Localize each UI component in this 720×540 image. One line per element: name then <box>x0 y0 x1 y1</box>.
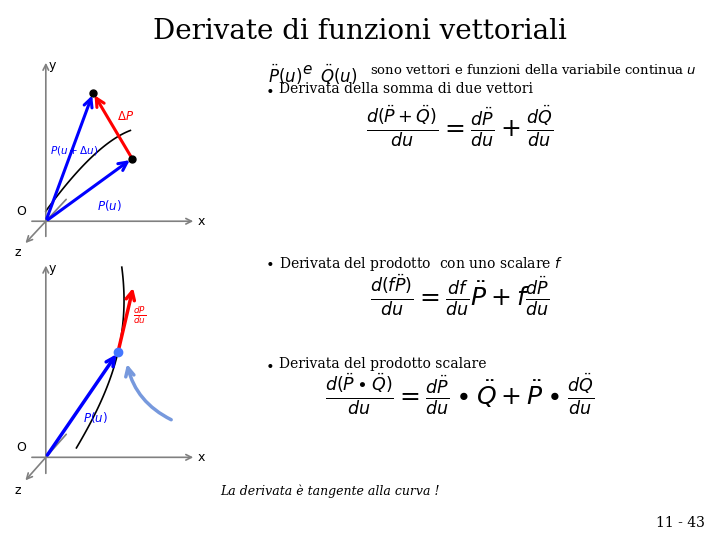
Text: $\bullet$: $\bullet$ <box>265 255 274 269</box>
Text: $P(u)$: $P(u)$ <box>97 198 122 213</box>
Text: x: x <box>197 451 204 464</box>
Text: $\bullet$: $\bullet$ <box>265 357 274 371</box>
Text: $\bullet$: $\bullet$ <box>265 82 274 96</box>
Text: La derivata è tangente alla curva !: La derivata è tangente alla curva ! <box>220 484 440 498</box>
Text: Derivata del prodotto  con uno scalare $f$: Derivata del prodotto con uno scalare $f… <box>279 255 563 273</box>
Text: y: y <box>49 59 56 72</box>
Text: $\ddot{Q}(u)$: $\ddot{Q}(u)$ <box>320 63 357 87</box>
Text: $P(u+\Delta u)$: $P(u+\Delta u)$ <box>50 145 99 158</box>
Text: $P(u)$: $P(u)$ <box>83 410 107 425</box>
Text: $\frac{dP}{du}$: $\frac{dP}{du}$ <box>132 305 145 326</box>
Text: Derivata del prodotto scalare: Derivata del prodotto scalare <box>279 357 487 371</box>
Text: O: O <box>17 441 27 454</box>
Text: z: z <box>14 246 21 259</box>
Text: $e$: $e$ <box>302 63 312 77</box>
Text: Derivata della somma di due vettori: Derivata della somma di due vettori <box>279 82 533 96</box>
Text: $\ddot{P}(u)$: $\ddot{P}(u)$ <box>268 63 302 87</box>
Text: $\Delta P$: $\Delta P$ <box>117 110 134 123</box>
Text: $\frac{d(\ddot{P}+\ddot{Q})}{du}=\frac{d\ddot{P}}{du}+\frac{d\ddot{Q}}{du}$: $\frac{d(\ddot{P}+\ddot{Q})}{du}=\frac{d… <box>366 104 554 150</box>
Text: O: O <box>17 205 27 218</box>
Text: sono vettori e funzioni della variabile continua $u$: sono vettori e funzioni della variabile … <box>370 63 697 77</box>
Text: Derivate di funzioni vettoriali: Derivate di funzioni vettoriali <box>153 18 567 45</box>
Text: y: y <box>49 261 56 274</box>
Text: $\frac{d(\ddot{P}\bullet\ddot{Q})}{du}=\frac{d\ddot{P}}{du}\bullet\ddot{Q}+\ddot: $\frac{d(\ddot{P}\bullet\ddot{Q})}{du}=\… <box>325 372 595 418</box>
Text: 11 - 43: 11 - 43 <box>656 516 705 530</box>
Text: z: z <box>14 484 21 497</box>
Text: $\frac{d(f\ddot{P})}{du}=\frac{df}{du}\ddot{P}+f\frac{d\ddot{P}}{du}$: $\frac{d(f\ddot{P})}{du}=\frac{df}{du}\d… <box>370 273 549 319</box>
Text: x: x <box>197 215 204 228</box>
